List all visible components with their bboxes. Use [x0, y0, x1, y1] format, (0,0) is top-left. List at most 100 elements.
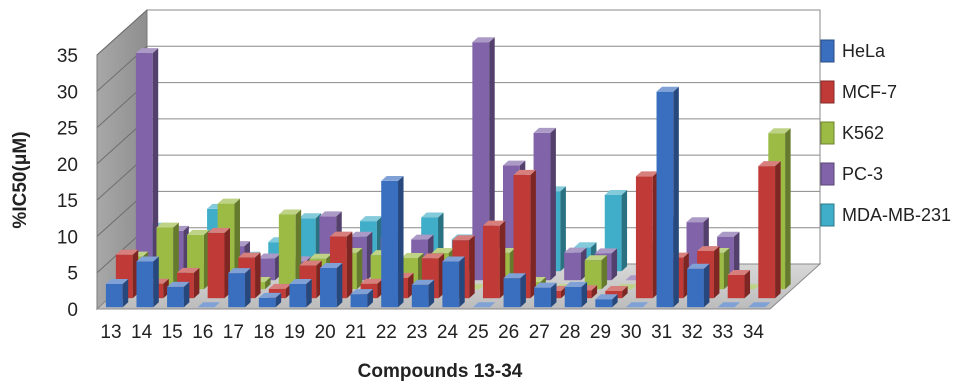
bar-top: [217, 198, 240, 204]
bar-HeLa-17: [228, 268, 251, 308]
bar-MCF-7-30: [635, 171, 659, 299]
bar-side: [520, 273, 526, 308]
bar-HeLa-13: [105, 279, 129, 308]
bar-front: [167, 286, 184, 308]
bar-HeLa-14: [136, 256, 159, 308]
bar-top: [717, 231, 740, 237]
bar-front: [105, 283, 123, 308]
bar-top: [135, 48, 159, 54]
bar-front: [534, 287, 551, 308]
bar-top: [105, 279, 129, 284]
legend-label: PC-3: [842, 164, 883, 184]
bar-side: [621, 190, 628, 272]
bar-side: [622, 285, 628, 299]
bar-front: [635, 176, 653, 299]
x-tick-label: 13: [100, 322, 121, 343]
x-tick-label: 33: [712, 322, 733, 343]
bar-top: [411, 279, 435, 285]
bar-top: [452, 235, 475, 241]
bar-side: [560, 186, 566, 272]
x-tick-label: 28: [559, 322, 580, 343]
bar-side: [591, 285, 598, 299]
bar-side: [489, 37, 495, 281]
bar-side: [275, 292, 282, 308]
bar-top: [697, 246, 720, 252]
legend-label: HeLa: [842, 41, 886, 61]
bar-side: [428, 279, 435, 308]
bar-side: [336, 263, 343, 308]
bar-HeLa-19: [289, 279, 312, 308]
legend-swatch: [820, 203, 835, 227]
bar-top: [687, 263, 710, 269]
bar-side: [245, 268, 251, 308]
x-axis-label: Compounds 13-34: [358, 361, 523, 382]
bar-HeLa-23: [411, 279, 435, 308]
bar-top: [350, 289, 373, 295]
bar-top: [574, 242, 597, 248]
bar-top: [298, 213, 322, 219]
bar-top: [431, 247, 455, 253]
bar-front: [278, 214, 296, 290]
bar-HeLa-31: [656, 86, 679, 308]
bar-MCF-7-16: [207, 227, 230, 299]
bar-top: [421, 253, 445, 259]
bar-top: [207, 227, 230, 233]
bar-MCF-7-26: [513, 169, 536, 299]
bar-top: [656, 86, 679, 92]
bar-top: [136, 256, 159, 262]
x-tick-label: 25: [468, 322, 489, 343]
bar-HeLa-27: [534, 282, 557, 308]
bar-side: [612, 294, 618, 308]
bar-top: [564, 247, 587, 253]
legend-label: K562: [842, 123, 884, 143]
bar-front: [513, 174, 531, 299]
bar-K562-28: [584, 255, 608, 290]
x-tick-label: 18: [253, 322, 274, 343]
bar-top: [482, 220, 506, 226]
bar-top: [584, 255, 608, 261]
bar-side: [601, 255, 608, 290]
bar-front: [136, 261, 154, 308]
bar-side: [346, 231, 353, 299]
bar-side: [530, 169, 536, 299]
y-axis-ticks: 0 5 10 15 20 25 30 35: [57, 46, 78, 321]
bar-top: [238, 252, 261, 258]
bar-side: [306, 279, 312, 308]
y-tick-label: 0: [67, 300, 78, 321]
bar-side: [265, 276, 271, 290]
bar-front: [687, 268, 704, 308]
bar-top: [534, 282, 557, 288]
bar-top: [268, 283, 292, 289]
bars: [105, 37, 791, 308]
bar-top: [309, 253, 332, 259]
bar-side: [581, 281, 588, 308]
bar-front: [411, 284, 429, 308]
x-tick-label: 34: [743, 322, 765, 343]
bar-HeLa-18: [258, 292, 282, 308]
bar-top: [258, 292, 282, 298]
bar-side: [152, 48, 159, 281]
bar-HeLa-22: [381, 175, 404, 308]
bar-top: [472, 37, 495, 43]
bar-top: [278, 209, 302, 215]
bar-top: [472, 302, 496, 308]
bar-MCF-7-33: [727, 270, 751, 299]
bar-front: [656, 91, 674, 308]
bar-side: [733, 231, 740, 281]
bar-top: [727, 270, 751, 275]
bar-HeLa-20: [320, 263, 343, 308]
bar-side: [550, 282, 557, 308]
bar-front: [156, 227, 174, 290]
bar-side: [398, 175, 404, 308]
x-tick-label: 32: [682, 322, 703, 343]
bar-side: [183, 281, 190, 308]
bar-top: [350, 231, 373, 237]
bar-PC-3-27: [564, 247, 587, 281]
bar-side: [153, 256, 159, 308]
bar-top: [411, 234, 434, 240]
x-tick-label: 20: [315, 322, 336, 343]
bar-MCF-7-25: [482, 220, 506, 299]
bar-top: [289, 279, 312, 284]
bar-front: [727, 274, 745, 299]
bar-front: [442, 261, 460, 308]
